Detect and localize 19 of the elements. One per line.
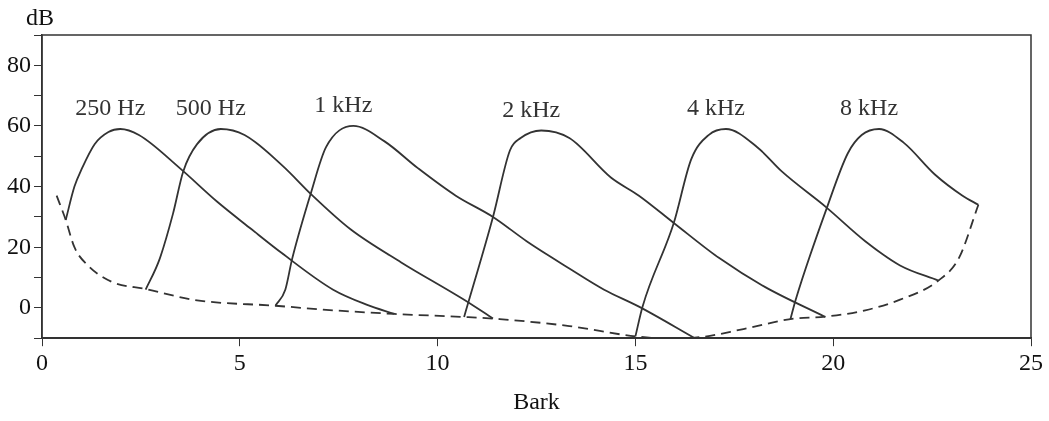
- y-tick-label: 40: [7, 171, 31, 198]
- x-tick-label: 15: [623, 348, 648, 375]
- x-tick-label: 25: [1019, 348, 1043, 375]
- y-tick-label: 0: [19, 293, 31, 320]
- series-label: 1 kHz: [314, 90, 373, 117]
- series-label: 500 Hz: [175, 93, 246, 120]
- y-axis-title: dB: [25, 4, 55, 30]
- x-tick-label: 5: [233, 348, 246, 375]
- series-label: 250 Hz: [75, 93, 146, 120]
- series-label: 4 kHz: [687, 93, 745, 120]
- series-label: 2 kHz: [502, 95, 561, 122]
- x-tick-label: 10: [425, 348, 450, 375]
- y-tick-label: 60: [7, 111, 31, 138]
- y-tick-label: 20: [7, 232, 31, 259]
- x-tick-label: 0: [36, 348, 48, 375]
- series-label: 8 kHz: [840, 93, 899, 120]
- x-tick-label: 20: [821, 348, 846, 375]
- y-tick-label: 80: [7, 50, 31, 77]
- x-axis-title: Bark: [513, 388, 560, 414]
